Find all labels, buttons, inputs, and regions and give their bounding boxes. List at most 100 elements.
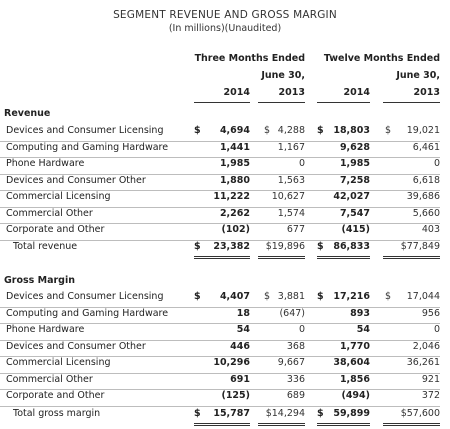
cell-q2013: 10,627 xyxy=(271,191,305,202)
cell-y2013: 36,261 xyxy=(406,357,440,368)
cell-q2014: 10,296 xyxy=(213,357,250,368)
cell-y2013: 956 xyxy=(421,307,440,319)
cell-y2014: 1,770 xyxy=(339,340,370,352)
table-row: Devices and Consumer Licensing $ $ $ $4,407 3… xyxy=(0,291,450,307)
cell-q2014: 1,880 xyxy=(219,174,250,186)
revenue-double-rule-y2014 xyxy=(317,256,370,259)
header-three-months-line1: Three Months Ended xyxy=(194,53,305,64)
row-divider xyxy=(0,405,440,407)
total-gm-y2013: $57,600 xyxy=(400,408,440,419)
row-label: Commercial Licensing xyxy=(6,191,111,202)
row-divider xyxy=(0,157,440,158)
header-year-2013-q: 2013 xyxy=(278,87,305,98)
cell-y2013: 403 xyxy=(421,224,440,235)
row-divider xyxy=(0,356,440,357)
row-label: Phone Hardware xyxy=(6,324,85,335)
cell-y2013: 6,618 xyxy=(412,174,440,186)
cell-q2013: 0 xyxy=(298,158,305,169)
row-label: Corporate and Other xyxy=(6,224,105,235)
total-revenue-y2013: $77,849 xyxy=(400,241,440,252)
dollar-sign: $ xyxy=(194,408,201,419)
cell-y2013: 19,021 xyxy=(406,125,440,136)
cell-y2014: 7,258 xyxy=(339,174,370,186)
row-label: Devices and Consumer Licensing xyxy=(6,291,164,302)
table-row: Commercial Other 2,262 1,574 7,547 5,660 xyxy=(0,208,450,224)
cell-y2014: 42,027 xyxy=(333,191,370,202)
cell-q2014: 2,262 xyxy=(219,207,250,219)
total-revenue-q2013: $19,896 xyxy=(265,241,305,252)
revenue-double-rule-q2013 xyxy=(258,256,305,259)
report-subtitle: (In millions)(Unaudited) xyxy=(168,23,282,34)
row-divider xyxy=(0,140,440,142)
header-rule-y2014 xyxy=(317,102,370,103)
cell-y2014: 18,803 xyxy=(333,125,370,136)
revenue-double-rule-q2014 xyxy=(194,256,250,259)
gm-double-rule-y2014 xyxy=(317,423,370,426)
dollar-sign: $ xyxy=(317,408,324,419)
row-label: Phone Hardware xyxy=(6,158,85,169)
cell-q2013: 3,881 xyxy=(277,291,305,302)
dollar-sign: $ xyxy=(317,241,324,252)
cell-q2014: 1,441 xyxy=(219,141,250,153)
cell-q2013: 689 xyxy=(286,390,305,401)
cell-q2014: 4,694 xyxy=(219,125,250,136)
report-title: SEGMENT REVENUE AND GROSS MARGIN xyxy=(113,9,337,21)
row-label: Commercial Licensing xyxy=(6,357,111,368)
cell-q2014: 691 xyxy=(230,373,250,385)
row-divider xyxy=(0,306,440,308)
table-row: Commercial Licensing 11,222 10,627 42,027 39… xyxy=(0,191,450,207)
cell-q2013: 0 xyxy=(298,324,305,335)
row-label: Devices and Consumer Other xyxy=(6,340,146,352)
cell-y2013: 372 xyxy=(421,390,440,401)
cell-q2014: 18 xyxy=(236,307,250,319)
cell-y2014: 17,216 xyxy=(333,291,370,302)
revenue-double-rule-y2013 xyxy=(383,256,440,259)
row-divider xyxy=(0,389,440,390)
row-divider xyxy=(0,239,440,241)
cell-y2014: 54 xyxy=(356,324,370,335)
header-twelve-months-line2: June 30, xyxy=(396,70,440,81)
row-divider xyxy=(0,206,440,208)
cell-y2013: 921 xyxy=(421,373,440,385)
total-gm-q2014: 15,787 xyxy=(213,408,250,419)
total-revenue-q2014: 23,382 xyxy=(213,241,250,252)
dollar-sign: $ xyxy=(317,125,324,136)
table-row: Corporate and Other (125) 689 (494) 372 xyxy=(0,390,450,406)
header-rule-y2013 xyxy=(383,102,440,103)
cell-q2014: 11,222 xyxy=(213,191,250,202)
dollar-sign: $ xyxy=(264,125,271,136)
table-row: Phone Hardware 1,985 0 1,985 0 xyxy=(0,158,450,174)
cell-y2013: 5,660 xyxy=(412,207,440,219)
cell-q2013: 336 xyxy=(286,373,305,385)
row-label: Computing and Gaming Hardware xyxy=(6,141,169,153)
table-row: Phone Hardware 54 0 54 0 xyxy=(0,324,450,340)
cell-q2013: 1,574 xyxy=(277,207,305,219)
row-label: Commercial Other xyxy=(6,373,93,385)
row-label: Corporate and Other xyxy=(6,390,105,401)
row-divider xyxy=(0,173,440,175)
row-divider xyxy=(0,323,440,324)
header-rule-q2013 xyxy=(258,102,305,103)
header-year-2014-q: 2014 xyxy=(223,87,250,98)
cell-y2014: 893 xyxy=(350,307,370,319)
cell-y2014: 7,547 xyxy=(339,207,370,219)
dollar-sign: $ xyxy=(194,125,201,136)
header-three-months-line2: June 30, xyxy=(261,70,305,81)
row-label: Devices and Consumer Licensing xyxy=(6,125,164,136)
row-divider xyxy=(0,339,440,341)
table-row: Devices and Consumer Licensing $ $ $ $4,694 4… xyxy=(0,125,450,141)
total-revenue-y2014: 86,833 xyxy=(333,241,370,252)
row-label: Commercial Other xyxy=(6,207,93,219)
table-row: Commercial Licensing 10,296 9,667 38,604 36,… xyxy=(0,357,450,373)
table-row: Corporate and Other (102) 677 (415) 403 xyxy=(0,224,450,240)
cell-y2013: 17,044 xyxy=(406,291,440,302)
row-divider xyxy=(0,372,440,374)
dollar-sign: $ xyxy=(317,291,324,302)
cell-y2013: 39,686 xyxy=(406,191,440,202)
table-row: Devices and Consumer Other 1,880 1,563 7,25… xyxy=(0,175,450,191)
cell-y2014: (415) xyxy=(341,224,370,235)
gm-double-rule-q2013 xyxy=(258,423,305,426)
total-gross-margin-label: Total gross margin xyxy=(13,408,101,419)
total-revenue-label: Total revenue xyxy=(13,241,78,252)
gross-margin-total-row: Total gross margin $ 15,787 $14,294 $ 59… xyxy=(0,408,450,424)
